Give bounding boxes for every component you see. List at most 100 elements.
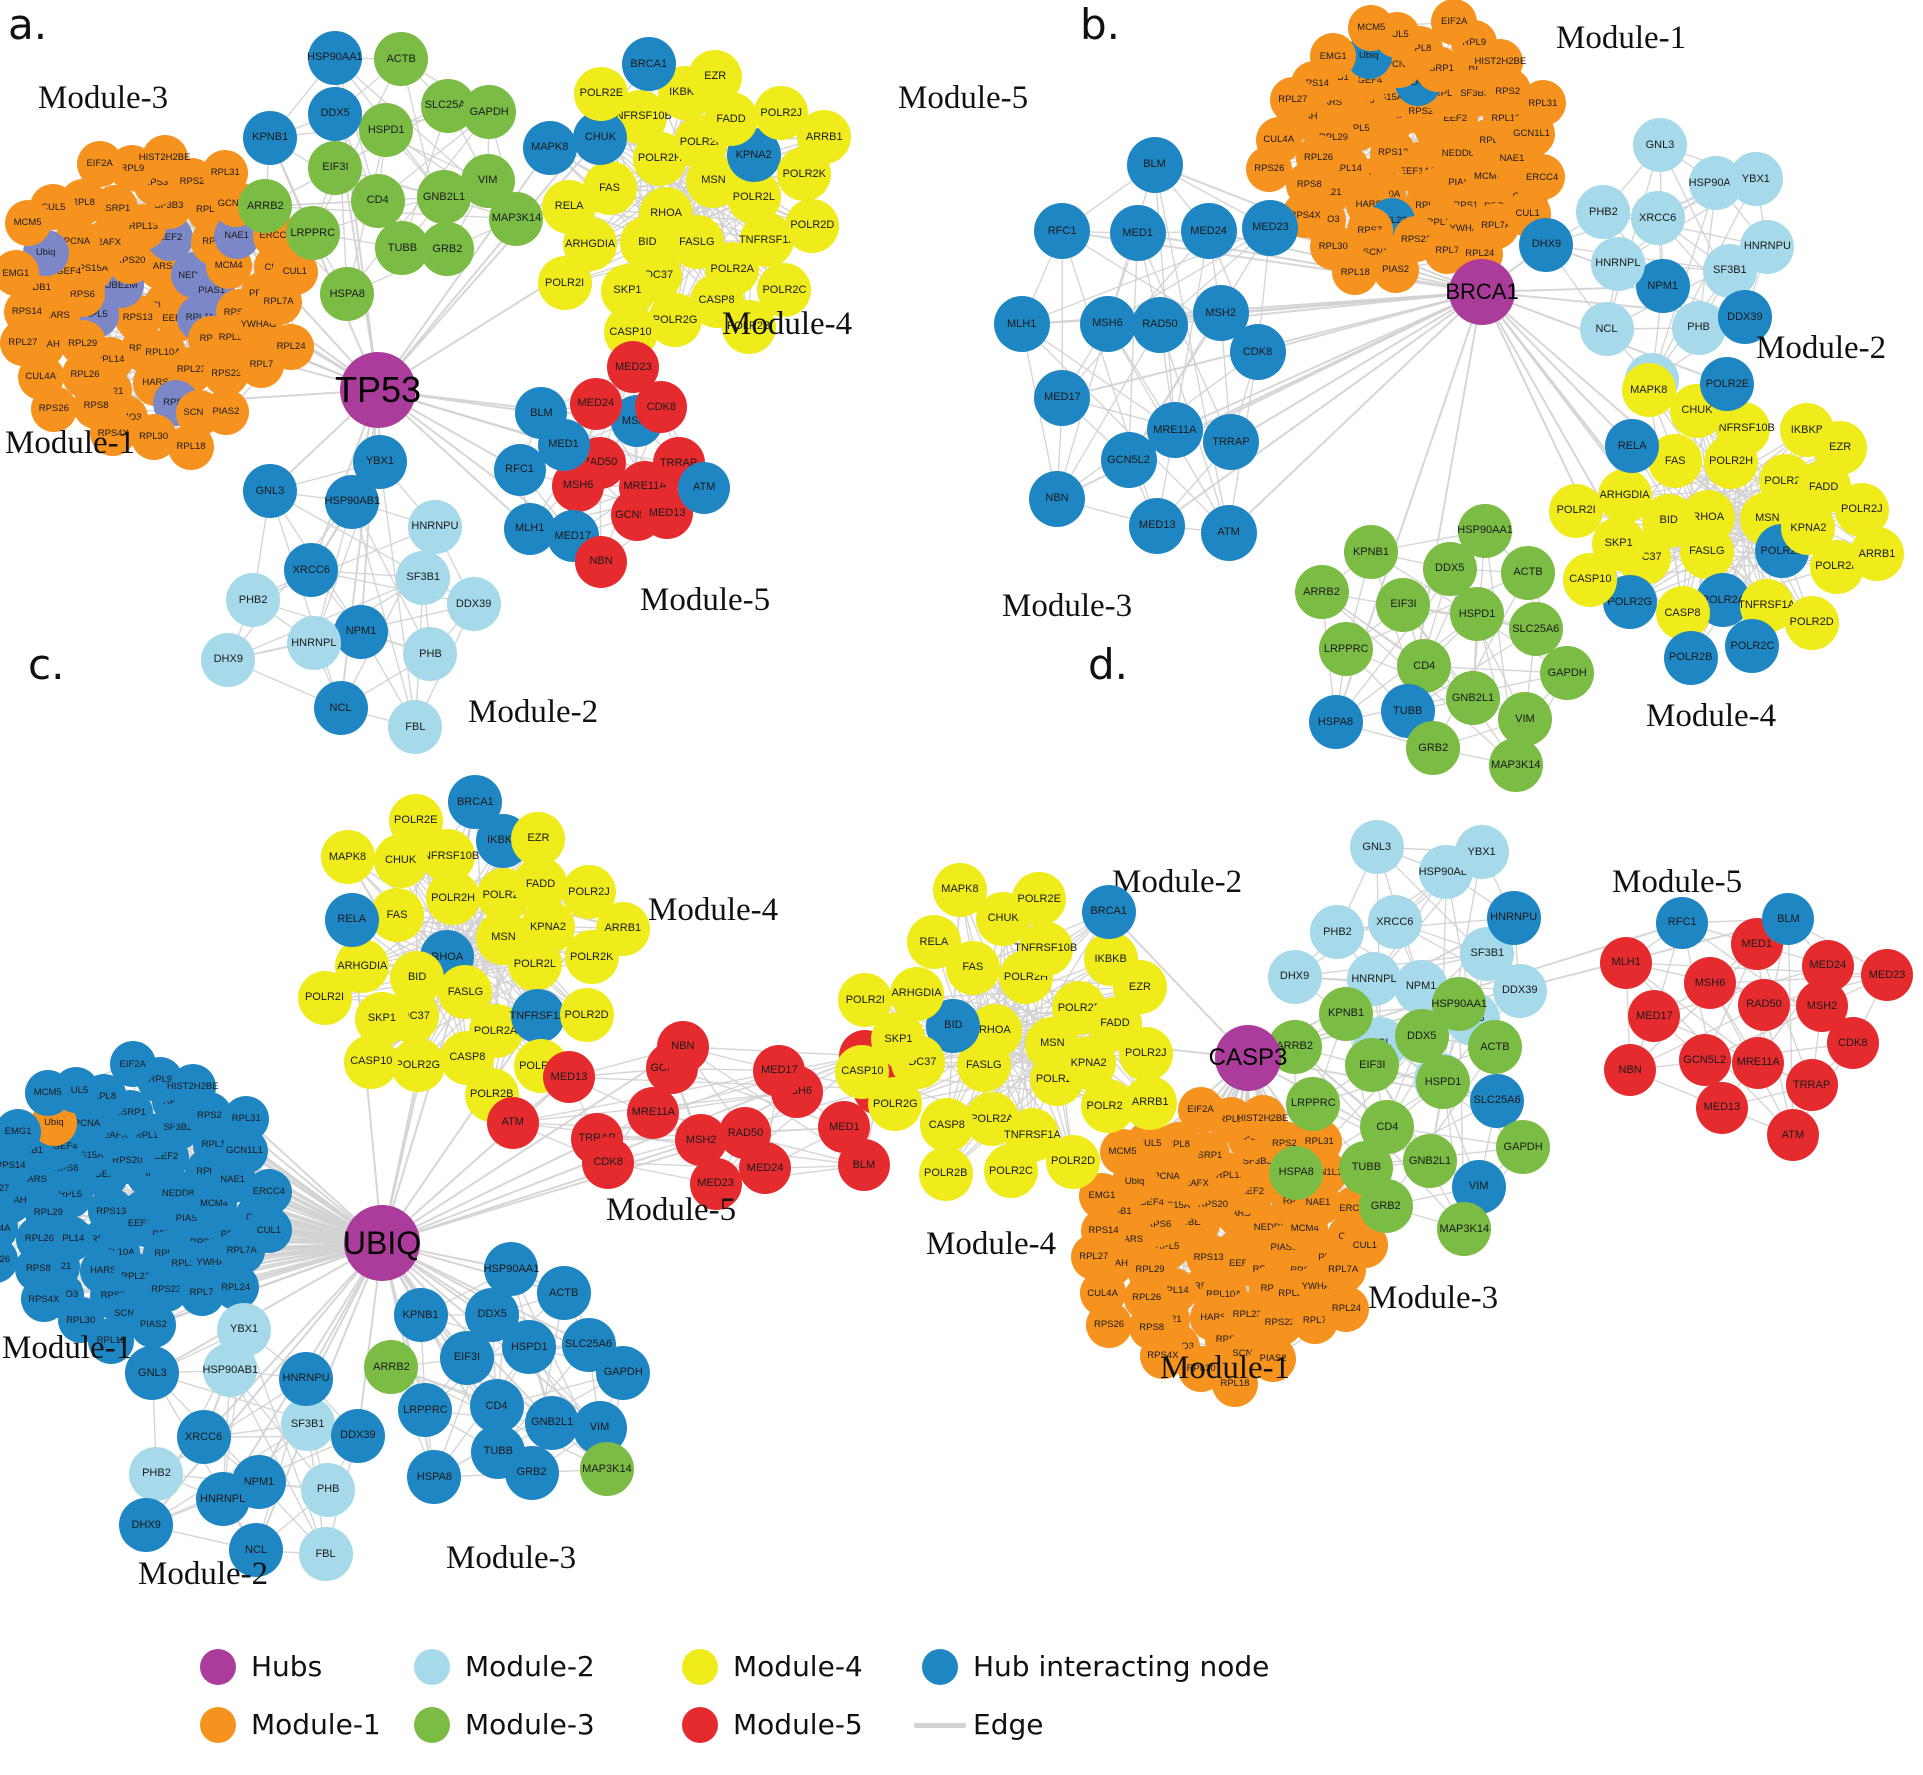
node-PHB2[interactable]: PHB2 <box>1310 905 1365 960</box>
node-POLR2I[interactable]: POLR2I <box>297 970 352 1025</box>
node-HNRNPU[interactable]: HNRNPU <box>407 499 462 554</box>
node-RPL27[interactable]: RPL27 <box>1070 1234 1117 1281</box>
node-GRB2[interactable]: GRB2 <box>1358 1179 1413 1234</box>
node-ARRB2[interactable]: ARRB2 <box>1294 565 1349 620</box>
node-PIAS2[interactable]: PIAS2 <box>130 1301 177 1348</box>
node-DHX9[interactable]: DHX9 <box>1519 217 1574 272</box>
node-GAPDH[interactable]: GAPDH <box>1540 646 1595 701</box>
node-NBN[interactable]: NBN <box>1604 1044 1657 1097</box>
node-POLR2D[interactable]: POLR2D <box>1784 595 1839 650</box>
node-MCM5[interactable]: MCM5 <box>1348 4 1395 51</box>
node-HIST2H2BE[interactable]: HIST2H2BE <box>139 134 190 181</box>
node-ATM[interactable]: ATM <box>1200 504 1257 561</box>
node-EZR[interactable]: EZR <box>1112 960 1167 1015</box>
node-EZR[interactable]: EZR <box>688 49 743 104</box>
node-RPS26[interactable]: RPS26 <box>1246 145 1293 192</box>
node-RPL31[interactable]: RPL31 <box>1519 80 1566 127</box>
node-BRCA1[interactable]: BRCA1 <box>621 37 676 92</box>
node-CASP10[interactable]: CASP10 <box>1563 552 1618 607</box>
node-GAPDH[interactable]: GAPDH <box>596 1345 651 1400</box>
node-HSPA8[interactable]: HSPA8 <box>1269 1145 1324 1200</box>
node-PHB2[interactable]: PHB2 <box>129 1446 184 1501</box>
node-FBL[interactable]: FBL <box>298 1527 353 1582</box>
node-CDK8[interactable]: CDK8 <box>1229 324 1286 381</box>
node-SLC25A6[interactable]: SLC25A6 <box>1470 1073 1525 1128</box>
node-POLR2E[interactable]: POLR2E <box>1012 872 1067 927</box>
node-HNRNPU[interactable]: HNRNPU <box>1486 890 1541 945</box>
node-HIST2H2BE[interactable]: HIST2H2BE <box>1474 38 1526 85</box>
node-KPNB1[interactable]: KPNB1 <box>393 1288 448 1343</box>
node-HNRNPL[interactable]: HNRNPL <box>195 1472 250 1527</box>
node-PHB2[interactable]: PHB2 <box>226 573 281 628</box>
node-LRPPRC[interactable]: LRPPRC <box>1286 1076 1341 1131</box>
node-MLH1[interactable]: MLH1 <box>993 296 1050 353</box>
node-DDX39[interactable]: DDX39 <box>446 577 501 632</box>
node-MED13[interactable]: MED13 <box>1695 1081 1748 1134</box>
node-MED24[interactable]: MED24 <box>1180 203 1237 260</box>
node-HSP90AA1[interactable]: HSP90AA1 <box>1457 503 1513 558</box>
node-MSH6[interactable]: MSH6 <box>1079 295 1136 352</box>
node-DHX9[interactable]: DHX9 <box>1267 949 1322 1004</box>
node-DDX5[interactable]: DDX5 <box>308 86 363 141</box>
node-ACTB[interactable]: ACTB <box>536 1266 591 1321</box>
node-POLR2I[interactable]: POLR2I <box>537 256 592 311</box>
node-MAP3K14[interactable]: MAP3K14 <box>489 191 544 246</box>
node-MLH1[interactable]: MLH1 <box>1600 936 1653 989</box>
node-HNRNPU[interactable]: HNRNPU <box>279 1351 334 1406</box>
node-PIAS2[interactable]: PIAS2 <box>202 388 249 435</box>
node-PIAS2[interactable]: PIAS2 <box>1372 247 1419 294</box>
node-POLR2B[interactable]: POLR2B <box>918 1146 973 1201</box>
node-HSP90AA1[interactable]: HSP90AA1 <box>307 30 363 85</box>
node-VIM[interactable]: VIM <box>1497 692 1552 747</box>
hub-node-TP53[interactable]: TP53 <box>335 352 421 428</box>
node-RPL18[interactable]: RPL18 <box>168 424 215 471</box>
node-HNRNPL[interactable]: HNRNPL <box>286 616 341 671</box>
node-PHB[interactable]: PHB <box>1671 300 1726 355</box>
node-NCL[interactable]: NCL <box>313 681 368 736</box>
node-KPNB1[interactable]: KPNB1 <box>1343 525 1398 580</box>
node-EIF3I[interactable]: EIF3I <box>308 140 363 195</box>
node-CASP8[interactable]: CASP8 <box>919 1098 974 1153</box>
node-MLH1[interactable]: MLH1 <box>503 502 556 555</box>
node-HIST2H2BE[interactable]: HIST2H2BE <box>167 1063 219 1110</box>
node-ARRB1[interactable]: ARRB1 <box>595 901 650 956</box>
node-EZR[interactable]: EZR <box>1813 420 1868 475</box>
node-PHB[interactable]: PHB <box>301 1462 356 1517</box>
node-ATM[interactable]: ATM <box>486 1096 539 1149</box>
node-KPNB1[interactable]: KPNB1 <box>243 110 298 165</box>
node-GNL3[interactable]: GNL3 <box>242 464 297 519</box>
node-MAPK8[interactable]: MAPK8 <box>1621 363 1676 418</box>
node-SF3B1[interactable]: SF3B1 <box>396 550 451 605</box>
node-CDK8[interactable]: CDK8 <box>582 1136 635 1189</box>
node-YBX1[interactable]: YBX1 <box>352 434 407 489</box>
node-DDX39[interactable]: DDX39 <box>330 1408 385 1463</box>
node-GNL3[interactable]: GNL3 <box>1349 820 1404 875</box>
node-XRCC6[interactable]: XRCC6 <box>1630 191 1685 246</box>
node-MAPK8[interactable]: MAPK8 <box>320 830 375 885</box>
node-RPL27[interactable]: RPL27 <box>1269 76 1316 123</box>
node-DHX9[interactable]: DHX9 <box>201 632 256 687</box>
node-ATM[interactable]: ATM <box>1766 1109 1819 1162</box>
node-BLM[interactable]: BLM <box>1126 136 1183 193</box>
node-POLR2D[interactable]: POLR2D <box>1046 1134 1101 1189</box>
node-ARRB1[interactable]: ARRB1 <box>1123 1075 1178 1130</box>
node-BLM[interactable]: BLM <box>837 1139 890 1192</box>
node-POLR2D[interactable]: POLR2D <box>559 988 614 1043</box>
node-HNRNPL[interactable]: HNRNPL <box>1590 236 1645 291</box>
node-HNRNPU[interactable]: HNRNPU <box>1740 219 1795 274</box>
node-TRRAP[interactable]: TRRAP <box>1202 414 1259 471</box>
node-GNL3[interactable]: GNL3 <box>1633 118 1687 173</box>
node-GNB2L1[interactable]: GNB2L1 <box>1403 1134 1458 1189</box>
node-RPL31[interactable]: RPL31 <box>202 150 249 197</box>
node-POLR2I[interactable]: POLR2I <box>1549 483 1604 538</box>
node-MRE11A[interactable]: MRE11A <box>1732 1036 1785 1089</box>
node-MED24[interactable]: MED24 <box>1801 939 1854 992</box>
node-ACTB[interactable]: ACTB <box>374 32 429 87</box>
hub-node-UBIQ[interactable]: UBIQ <box>343 1205 421 1281</box>
node-HSPD1[interactable]: HSPD1 <box>1416 1055 1471 1110</box>
node-EIF2A[interactable]: EIF2A <box>1177 1086 1224 1133</box>
node-MAPK8[interactable]: MAPK8 <box>522 120 577 175</box>
node-RAD50[interactable]: RAD50 <box>1131 296 1188 353</box>
node-MED13[interactable]: MED13 <box>1129 497 1186 554</box>
node-POLR2D[interactable]: POLR2D <box>785 198 840 253</box>
